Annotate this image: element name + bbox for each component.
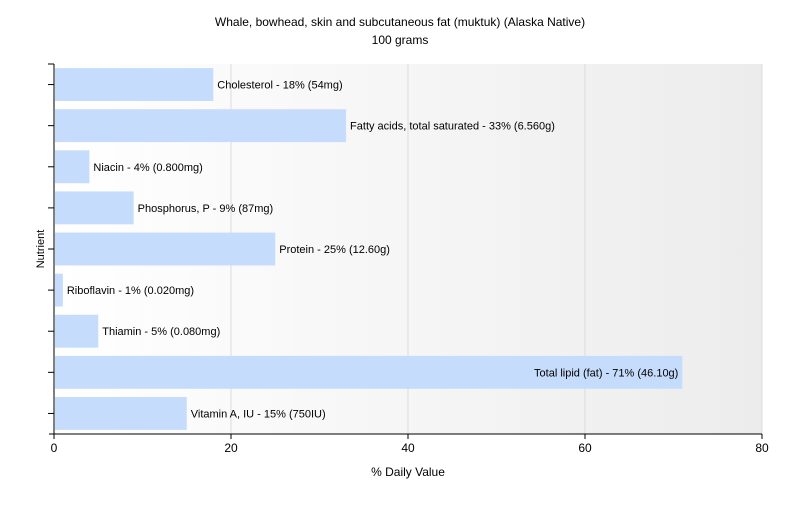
bar xyxy=(55,397,187,430)
x-tick-label: 20 xyxy=(224,441,238,455)
data-label: Vitamin A, IU - 15% (750IU) xyxy=(191,408,326,420)
y-axis-label: Nutrient xyxy=(35,230,47,269)
data-label: Cholesterol - 18% (54mg) xyxy=(217,80,342,92)
axes: 0 20 40 60 80 xyxy=(48,63,769,455)
chart-subtitle: 100 grams xyxy=(372,33,429,47)
x-tick-label: 80 xyxy=(755,441,769,455)
bar xyxy=(55,191,134,225)
data-label: Total lipid (fat) - 71% (46.10g) xyxy=(534,367,678,379)
data-label: Niacin - 4% (0.800mg) xyxy=(93,162,202,174)
x-tick-label: 40 xyxy=(401,441,415,455)
chart-title: Whale, bowhead, skin and subcutaneous fa… xyxy=(215,15,585,29)
data-label: Phosphorus, P - 9% (87mg) xyxy=(138,203,274,215)
data-label: Riboflavin - 1% (0.020mg) xyxy=(67,285,194,297)
bar xyxy=(55,68,214,101)
x-axis-label: % Daily Value xyxy=(371,465,445,479)
bar xyxy=(55,273,63,307)
bar xyxy=(55,109,347,143)
bar xyxy=(55,150,90,184)
bar xyxy=(55,355,683,389)
x-tick-label: 0 xyxy=(51,441,58,455)
x-tick-label: 60 xyxy=(578,441,592,455)
bars: Cholesterol - 18% (54mg) Fatty acids, tot… xyxy=(55,68,683,430)
data-label: Fatty acids, total saturated - 33% (6.56… xyxy=(350,121,555,133)
bar xyxy=(55,314,99,348)
data-label: Protein - 25% (12.60g) xyxy=(279,244,390,256)
data-label: Thiamin - 5% (0.080mg) xyxy=(102,326,220,338)
bar xyxy=(55,232,276,266)
